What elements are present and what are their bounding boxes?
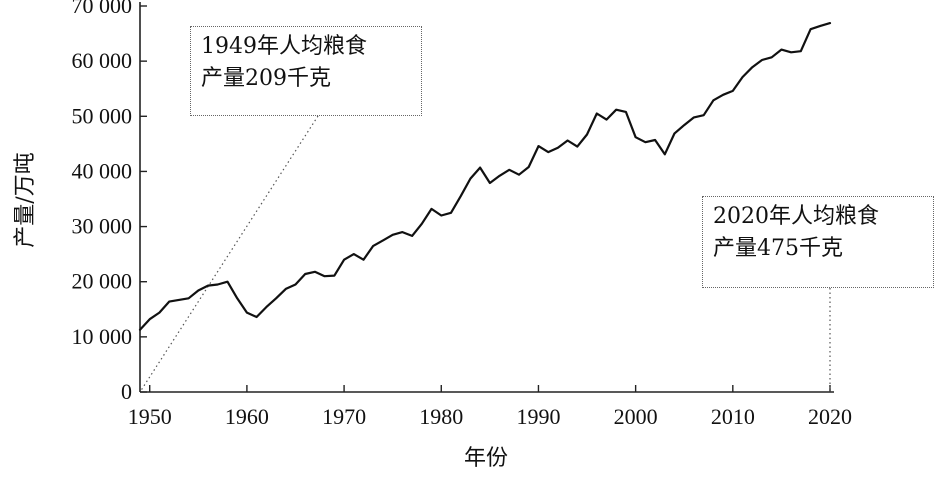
- series: [138, 22, 832, 331]
- x-tick-label: 1950: [128, 404, 172, 429]
- x-tick-label: 2010: [711, 404, 755, 429]
- x-tick-label: 1960: [225, 404, 269, 429]
- x-tick-label: 2020: [808, 404, 852, 429]
- y-tick-label: 0: [121, 379, 132, 404]
- annotation-2020-line1: 2020年人均粮食: [713, 204, 879, 229]
- x-tick-label: 1990: [516, 404, 560, 429]
- y-tick-label: 30 000: [72, 214, 133, 239]
- grain-output-line: [138, 22, 832, 331]
- y-tick-label: 60 000: [72, 48, 133, 73]
- annotation-2020-line2: 产量475千克: [713, 236, 843, 261]
- annotation-1949-line1: 1949年人均粮食: [201, 34, 367, 59]
- annotation-1949-line2: 产量209千克: [201, 66, 331, 91]
- x-tick-label: 1980: [419, 404, 463, 429]
- y-tick-label: 50 000: [72, 103, 133, 128]
- y-tick-label: 10 000: [72, 324, 133, 349]
- y-tick-label: 70 000: [72, 0, 133, 18]
- tick-labels: 0 10 000 20 000 30 000 40 000 50 000 60 000 70 …: [72, 0, 853, 429]
- x-tick-label: 2000: [614, 404, 658, 429]
- annotation-connectors: [139, 115, 831, 393]
- x-tick-label: 1970: [322, 404, 366, 429]
- y-axis-title: 产量/万吨: [13, 152, 38, 247]
- annotation-1949-connector: [139, 115, 319, 393]
- annotation-1949: 1949年人均粮食 产量209千克: [190, 26, 422, 116]
- annotation-2020: 2020年人均粮食 产量475千克: [702, 196, 934, 288]
- y-tick-label: 40 000: [72, 158, 133, 183]
- axes: [139, 2, 834, 393]
- x-axis-title: 年份: [464, 446, 508, 471]
- y-tick-label: 20 000: [72, 269, 133, 294]
